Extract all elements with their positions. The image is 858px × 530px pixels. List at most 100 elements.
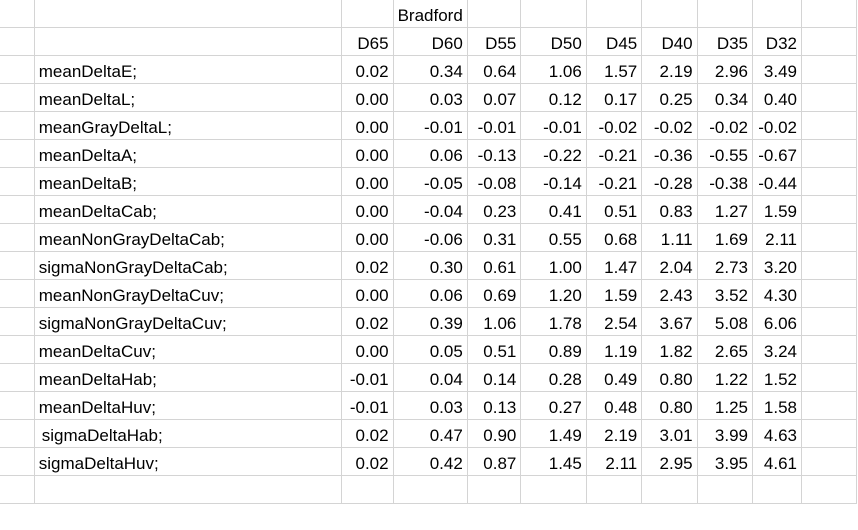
cell[interactable] [800,335,858,364]
value-cell[interactable]: -0.01 [520,111,587,140]
value-cell[interactable]: 0.64 [466,55,522,84]
value-cell[interactable]: -0.44 [752,167,802,196]
value-cell[interactable]: -0.36 [641,139,698,168]
value-cell[interactable]: 2.54 [585,307,643,336]
cell[interactable] [641,0,698,28]
value-cell[interactable]: 3.99 [696,419,754,448]
value-cell[interactable]: 0.34 [392,55,468,84]
cell[interactable] [800,83,858,112]
value-cell[interactable]: -0.01 [340,391,394,420]
value-cell[interactable]: 0.00 [340,195,394,224]
value-cell[interactable]: 1.52 [752,363,802,392]
value-cell[interactable]: 0.28 [520,363,587,392]
value-cell[interactable]: 1.20 [520,279,587,308]
column-header-cell[interactable]: D60 [392,27,468,56]
value-cell[interactable]: 0.87 [466,447,522,476]
value-cell[interactable]: 0.00 [340,83,394,112]
value-cell[interactable]: -0.02 [696,111,754,140]
value-cell[interactable]: 2.65 [696,335,754,364]
value-cell[interactable]: 1.47 [585,251,643,280]
cell[interactable] [33,0,342,28]
value-cell[interactable]: -0.38 [696,167,754,196]
cell[interactable] [800,27,858,56]
value-cell[interactable]: 2.19 [641,55,698,84]
column-header-cell[interactable]: D50 [520,27,587,56]
cell[interactable] [33,27,342,56]
row-label-cell[interactable]: sigmaDeltaHab; [33,419,342,448]
value-cell[interactable]: 1.59 [585,279,643,308]
value-cell[interactable]: -0.02 [752,111,802,140]
value-cell[interactable]: 3.49 [752,55,802,84]
value-cell[interactable]: 0.02 [340,251,394,280]
value-cell[interactable]: 0.03 [392,391,468,420]
value-cell[interactable]: 1.00 [520,251,587,280]
value-cell[interactable]: 0.51 [585,195,643,224]
value-cell[interactable]: -0.55 [696,139,754,168]
cell[interactable] [641,475,698,504]
cell[interactable] [0,251,35,280]
value-cell[interactable]: 4.63 [752,419,802,448]
cell[interactable] [520,0,587,28]
value-cell[interactable]: -0.14 [520,167,587,196]
value-cell[interactable]: 0.13 [466,391,522,420]
cell[interactable] [800,307,858,336]
value-cell[interactable]: 0.00 [340,223,394,252]
row-label-cell[interactable]: sigmaNonGrayDeltaCab; [33,251,342,280]
value-cell[interactable]: 0.25 [641,83,698,112]
value-cell[interactable]: -0.21 [585,139,643,168]
value-cell[interactable]: 2.11 [752,223,802,252]
value-cell[interactable]: 0.89 [520,335,587,364]
value-cell[interactable]: 3.67 [641,307,698,336]
value-cell[interactable]: 0.41 [520,195,587,224]
cell[interactable] [0,55,35,84]
value-cell[interactable]: 0.00 [340,111,394,140]
value-cell[interactable]: 0.34 [696,83,754,112]
value-cell[interactable]: -0.28 [641,167,698,196]
value-cell[interactable]: 2.19 [585,419,643,448]
value-cell[interactable]: 0.49 [585,363,643,392]
cell[interactable] [392,475,468,504]
cell[interactable] [800,363,858,392]
value-cell[interactable]: 0.06 [392,139,468,168]
column-header-cell[interactable]: D40 [641,27,698,56]
row-label-cell[interactable]: meanNonGrayDeltaCuv; [33,279,342,308]
value-cell[interactable]: 1.22 [696,363,754,392]
value-cell[interactable]: 0.02 [340,307,394,336]
value-cell[interactable]: -0.67 [752,139,802,168]
value-cell[interactable]: 0.40 [752,83,802,112]
value-cell[interactable]: -0.13 [466,139,522,168]
value-cell[interactable]: 0.51 [466,335,522,364]
cell[interactable] [696,475,754,504]
value-cell[interactable]: 2.96 [696,55,754,84]
value-cell[interactable]: 0.69 [466,279,522,308]
row-label-cell[interactable]: meanGrayDeltaL; [33,111,342,140]
cell[interactable] [0,391,35,420]
cell[interactable] [585,0,643,28]
row-label-cell[interactable]: sigmaNonGrayDeltaCuv; [33,307,342,336]
value-cell[interactable]: 0.42 [392,447,468,476]
value-cell[interactable]: 1.19 [585,335,643,364]
cell[interactable] [800,419,858,448]
row-label-cell[interactable]: meanDeltaB; [33,167,342,196]
value-cell[interactable]: 4.30 [752,279,802,308]
value-cell[interactable]: 0.00 [340,279,394,308]
value-cell[interactable]: 0.05 [392,335,468,364]
cell[interactable] [0,111,35,140]
cell[interactable] [0,447,35,476]
value-cell[interactable]: 1.45 [520,447,587,476]
cell[interactable] [0,363,35,392]
value-cell[interactable]: 1.59 [752,195,802,224]
cell[interactable] [520,475,587,504]
cell[interactable] [0,475,35,504]
cell[interactable] [800,475,858,504]
value-cell[interactable]: 0.02 [340,447,394,476]
value-cell[interactable]: 1.27 [696,195,754,224]
value-cell[interactable]: 1.57 [585,55,643,84]
value-cell[interactable]: 0.02 [340,419,394,448]
value-cell[interactable]: -0.08 [466,167,522,196]
row-label-cell[interactable]: meanDeltaHab; [33,363,342,392]
value-cell[interactable]: 0.83 [641,195,698,224]
value-cell[interactable]: 0.90 [466,419,522,448]
cell[interactable] [466,475,522,504]
cell[interactable] [752,475,802,504]
